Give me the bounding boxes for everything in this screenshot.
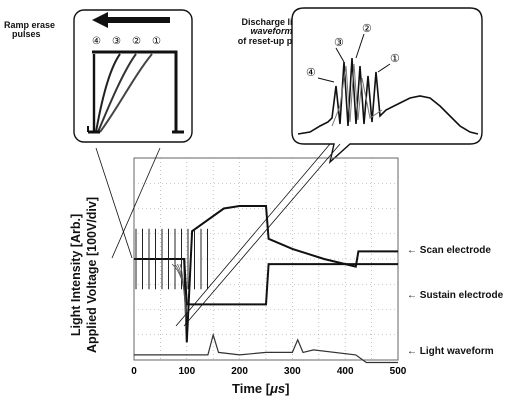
ramp-plateau — [92, 50, 178, 132]
series-line-1 — [134, 258, 398, 306]
y-axis-label-line1: Light Intensity [Arb.] — [69, 213, 83, 337]
light-waveform-text: Light waveform — [419, 346, 494, 357]
ramp-num-3: ③ — [112, 36, 121, 47]
discharge-waveform-shadow — [331, 63, 383, 127]
sustain-electrode-text: Sustain electrode — [419, 290, 504, 301]
ramp-inset: ④ ③ ② ① — [73, 9, 193, 143]
pointer-3 — [335, 47, 345, 63]
x-tick-label: 200 — [231, 366, 248, 377]
x-tick-label: 400 — [337, 366, 354, 377]
pointer-2 — [355, 33, 365, 59]
ramp-2 — [95, 53, 121, 133]
ramp-leader-1 — [95, 147, 133, 259]
ramp-num-4: ④ — [92, 36, 101, 47]
series-line-0 — [134, 205, 398, 343]
x-axis-label: Time [μs] — [232, 381, 289, 396]
x-ticks: 0 100 200 300 400 500 — [131, 366, 407, 377]
ramp-erase-label-line1: Ramp erase — [4, 20, 56, 30]
x-tick-label: 100 — [178, 366, 195, 377]
y-axis-label-line2: Applied Voltage [100V/div] — [85, 196, 99, 354]
x-tick-label: 500 — [390, 366, 407, 377]
ramp-inset-frame — [73, 9, 193, 143]
discharge-label: Discharge light waveforms of reset-up pu… — [220, 17, 328, 46]
discharge-num-1: ① — [390, 53, 400, 65]
ramp-num-2: ② — [132, 36, 141, 47]
scan-electrode-text: Scan electrode — [419, 245, 491, 256]
ramp-erase-label: Ramp erase pulses — [4, 20, 56, 40]
x-tick-label: 300 — [284, 366, 301, 377]
y-axis-label: Light Intensity [Arb.] Applied Voltage [… — [68, 197, 100, 353]
scan-electrode-label: ← Scan electrode — [407, 245, 491, 256]
x-axis-label-text: Time [ — [232, 381, 271, 396]
left-arrow-icon-head — [92, 12, 108, 28]
discharge-waveform — [297, 57, 479, 135]
ramp-overlay — [179, 263, 187, 328]
ramp-4 — [99, 53, 153, 133]
discharge-label-line2: waveforms — [250, 26, 298, 37]
sustain-arrow-icon: ← — [407, 290, 417, 301]
series-line-2 — [134, 332, 398, 364]
pointer-4 — [317, 77, 335, 83]
sustain-electrode-label: ← Sustain electrode — [407, 290, 503, 301]
discharge-label-line1: Discharge light — [241, 17, 307, 27]
pointer-1 — [377, 63, 391, 73]
light-waveform-label: ← Light waveform — [407, 346, 494, 357]
ramp-erase-label-line2: pulses — [12, 29, 41, 40]
chart-traces — [134, 205, 398, 364]
x-axis-label-close: ] — [285, 381, 290, 396]
discharge-inset: ③ ② ④ ① — [291, 7, 483, 164]
light-arrow-icon: ← — [407, 346, 417, 357]
ramp-leader-2 — [111, 147, 161, 259]
discharge-label-line3: of reset-up pulse — [237, 35, 311, 46]
scan-arrow-icon: ← — [407, 245, 417, 256]
discharge-leader-1 — [175, 143, 331, 327]
x-tick-label: 0 — [131, 366, 137, 377]
discharge-leader-2 — [183, 143, 341, 327]
discharge-num-2: ② — [362, 23, 372, 35]
discharge-num-3: ③ — [334, 37, 344, 49]
ramp-3 — [97, 53, 137, 133]
discharge-num-4: ④ — [306, 67, 316, 79]
ramp-num-1: ① — [152, 36, 161, 47]
x-axis-label-unit: μs — [270, 381, 286, 396]
